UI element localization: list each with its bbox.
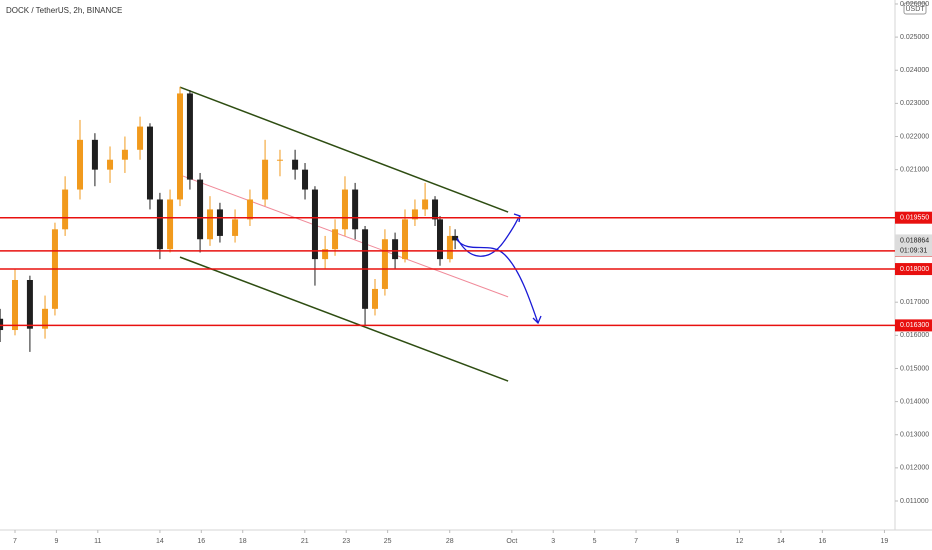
x-tick-label: 11 [94,538,101,545]
candle-body [276,159,283,161]
candle-body [207,209,214,240]
x-tick-label: 28 [446,538,454,545]
candle-body [432,199,439,220]
candle-body [26,279,33,329]
arrow-up [456,215,521,257]
candle-body [371,288,378,309]
y-tick-label: 0.024000 [900,67,929,74]
candle-body [186,93,193,180]
candle-body [197,179,204,240]
candle-body [146,126,153,200]
candle-body [422,199,429,210]
candle-body [0,318,4,331]
countdown: 01:09:31 [900,247,927,254]
candle-body [176,93,183,200]
y-tick-label: 0.012000 [900,465,929,472]
candle-body [302,169,309,190]
arrow-head [532,315,542,325]
y-tick-label: 0.022000 [900,133,929,140]
x-tick-label: 16 [197,538,205,545]
last-price-box [895,234,932,257]
chart-title: DOCK / TetherUS, 2h, BINANCE [6,6,122,15]
candle-body [232,219,239,236]
trend-line [179,256,509,382]
level-label: 0.019550 [900,215,929,222]
x-tick-label: 23 [342,538,350,545]
level-label: 0.018000 [900,266,929,273]
x-tick-label: 5 [593,538,597,545]
x-tick-label: Oct [506,538,517,545]
trend-line [179,86,509,213]
candle-body [446,235,453,260]
level-label-box [895,211,932,224]
candle-body [411,209,418,220]
y-tick-label: 0.017000 [900,299,929,306]
candle-body [292,159,299,170]
arrows [456,213,542,325]
x-tick-label: 12 [736,538,744,545]
candle-body [402,219,409,260]
candle-body [392,239,399,260]
candle-body [452,235,459,241]
candle-body [91,139,98,170]
x-tick-label: 9 [54,538,58,545]
y-tick-label: 0.014000 [900,398,929,405]
x-tick-label: 14 [777,538,785,545]
candle-body [352,189,359,230]
y-tick-label: 0.016000 [900,332,929,339]
candle-body [341,189,348,230]
x-tick-label: 14 [156,538,164,545]
arrow-head [513,213,521,223]
level-label-box [895,263,932,276]
x-tick-label: 21 [301,538,309,545]
level-label-box [895,319,932,332]
x-tick-label: 25 [384,538,392,545]
candle-body [216,209,223,236]
candle-body [137,126,144,150]
candle-body [77,139,84,190]
x-tick-label: 9 [675,538,679,545]
x-tick-label: 18 [239,538,247,545]
currency: USDT [905,6,925,13]
candle-body [42,308,49,329]
y-tick-label: 0.023000 [900,100,929,107]
y-tick-label: 0.011000 [900,498,929,505]
candle-body [107,159,114,170]
candle-body [121,149,128,160]
y-tick-label: 0.021000 [900,166,929,173]
candle-body [262,159,269,200]
last-price-label: 0.018864 [900,237,929,244]
candle-body [167,199,174,250]
x-tick-label: 7 [634,538,638,545]
candle-body [156,199,163,250]
y-tick-label: 0.015000 [900,365,929,372]
trend-line [179,174,509,298]
candle-body [62,189,69,230]
x-tick-label: 3 [551,538,555,545]
y-tick-label: 0.026000 [900,1,929,8]
y-tick-label: 0.025000 [900,34,929,41]
candle-body [381,239,388,289]
candle-body [12,279,19,331]
candle-body [322,249,329,260]
y-tick-label: 0.013000 [900,432,929,439]
arrow-down [456,239,539,324]
x-tick-label: 19 [881,538,889,545]
candle-body [246,199,253,220]
candle-body [436,219,443,260]
level-label: 0.016300 [900,322,929,329]
currency-box[interactable] [903,2,927,15]
candle-body [332,229,339,250]
candle-body [311,189,318,260]
x-tick-label: 7 [13,538,17,545]
x-tick-label: 16 [818,538,826,545]
